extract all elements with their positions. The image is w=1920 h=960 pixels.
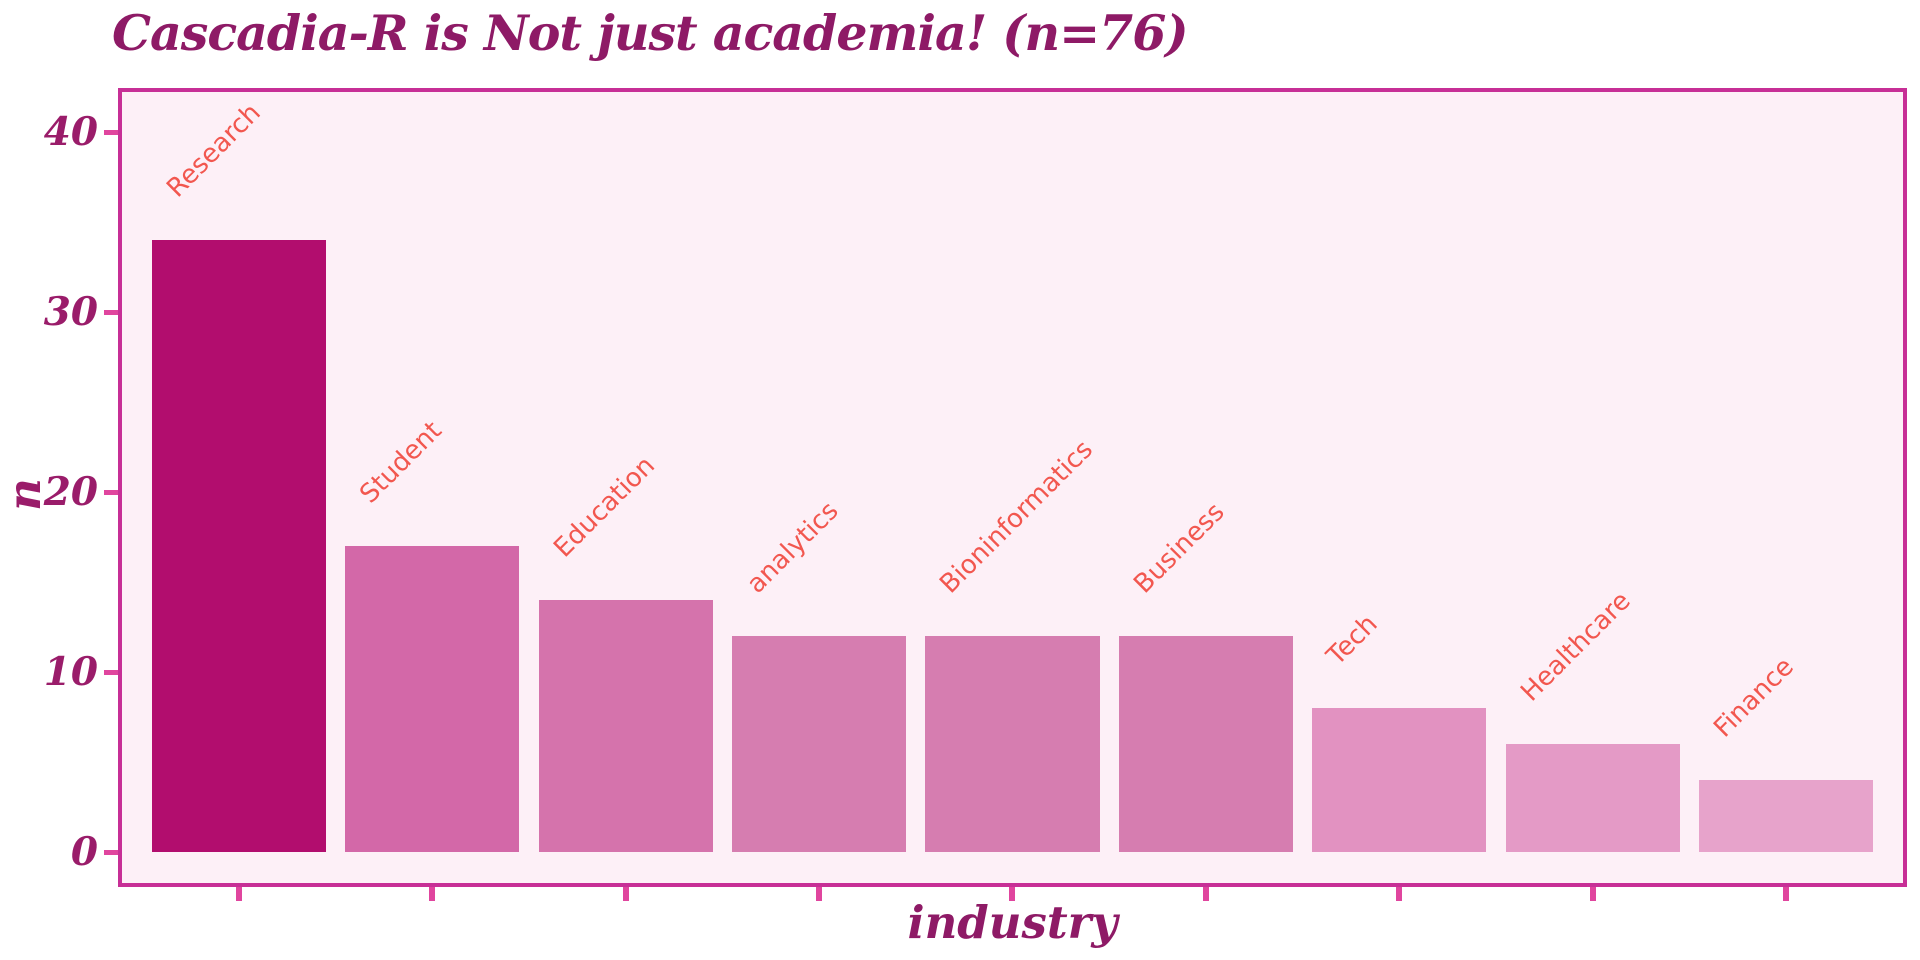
y-axis-tick-mark-10 (104, 670, 118, 675)
bar-label-student: Student (354, 415, 448, 510)
bar-label-analytics: analytics (741, 496, 845, 600)
y-axis-tick-label-0: 0 (70, 829, 98, 875)
bar-label-tech: Tech (1321, 609, 1384, 672)
bar-student (345, 546, 520, 852)
bar-healthcare (1505, 744, 1680, 852)
bar-slot-student: Student (335, 92, 528, 901)
x-axis-tick-tech (1396, 887, 1403, 901)
x-axis-tick-research (235, 887, 242, 901)
y-axis-tick-mark-30 (104, 310, 118, 315)
y-axis-tick-mark-20 (104, 490, 118, 495)
bar-finance (1699, 780, 1874, 852)
bar-label-healthcare: Healthcare (1514, 585, 1637, 708)
plot-panel: Research Student Education analytics Bioninf… (118, 88, 1907, 901)
bar-slot-tech: Tech (1303, 92, 1496, 901)
x-axis-tick-student (429, 887, 436, 901)
y-axis-tick-label-30: 30 (43, 289, 98, 335)
bar-slot-education: Education (529, 92, 722, 901)
bar-education (538, 600, 713, 852)
bar-label-business: Business (1128, 497, 1231, 600)
bar-slot-business: Business (1109, 92, 1302, 901)
bar-slot-healthcare: Healthcare (1496, 92, 1689, 901)
y-axis-tick-label-20: 20 (43, 469, 98, 515)
bar-slot-analytics: analytics (722, 92, 915, 901)
bar-label-finance: Finance (1708, 651, 1800, 744)
bar-analytics (731, 636, 907, 852)
x-axis-tick-education (622, 887, 629, 901)
bar-business (1118, 636, 1293, 852)
x-axis-tick-analytics (816, 887, 823, 901)
bar-slot-research: Research (142, 92, 335, 901)
bar-tech (1312, 708, 1487, 852)
bar-slot-bioninformatics: Bioninformatics (916, 92, 1109, 901)
bar-research (151, 240, 326, 852)
bar-label-bioninformatics: Bioninformatics (934, 434, 1100, 600)
y-axis-tick-mark-40 (104, 130, 118, 135)
y-axis-title: n (0, 478, 51, 511)
bars-container: Research Student Education analytics Bioninf… (142, 92, 1883, 901)
x-axis-tick-bioninformatics (1009, 887, 1016, 901)
bar-label-research: Research (160, 97, 267, 204)
x-axis-tick-finance (1783, 887, 1790, 901)
bar-slot-finance: Finance (1690, 92, 1883, 901)
y-axis-tick-mark-0 (104, 850, 118, 855)
y-axis-tick-label-10: 10 (43, 649, 98, 695)
bar-bioninformatics (925, 636, 1100, 852)
chart-title: Cascadia-R is Not just academia! (n=76) (112, 4, 1189, 62)
x-axis-title: industry (907, 896, 1118, 949)
y-axis-tick-label-40: 40 (43, 109, 98, 155)
x-axis-tick-business (1202, 887, 1209, 901)
bar-label-education: Education (547, 450, 661, 564)
x-axis-tick-healthcare (1589, 887, 1596, 901)
